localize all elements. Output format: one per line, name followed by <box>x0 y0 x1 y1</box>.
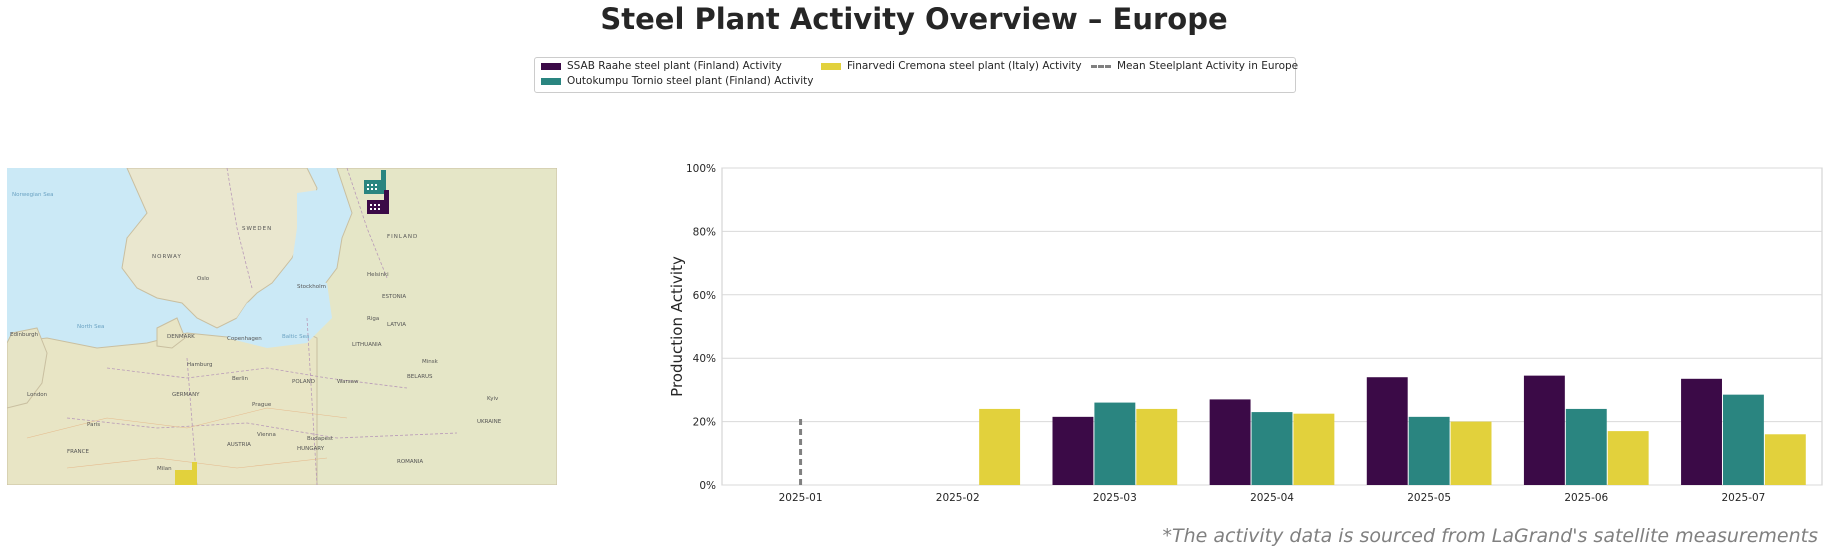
road-1 <box>26 407 348 439</box>
x-tick-label: 2025-04 <box>1250 492 1294 504</box>
map-label-hungary: HUNGARY <box>297 446 325 452</box>
y-tick-label: 80% <box>693 226 716 238</box>
chart-legend: SSAB Raahe steel plant (Finland) Activit… <box>534 57 1298 93</box>
legend-swatch-mean <box>1091 64 1111 68</box>
y-tick-label: 100% <box>686 163 716 175</box>
map-label-paris: Paris <box>87 422 100 428</box>
border-central <box>106 367 408 389</box>
grid-layer <box>721 167 1823 486</box>
legend-item-mean: Mean Steelplant Activity in Europe <box>1091 60 1298 72</box>
border-east <box>306 317 318 485</box>
baltic-sea <box>227 278 332 348</box>
gulf-of-bothnia <box>292 188 342 278</box>
map-label-estonia: ESTONIA <box>382 294 406 300</box>
map-label-warsaw: Warsaw <box>337 379 359 385</box>
y-axis-label: Production Activity <box>668 256 686 397</box>
legend-label-ssab: SSAB Raahe steel plant (Finland) Activit… <box>567 60 782 72</box>
legend-item-ssab: SSAB Raahe steel plant (Finland) Activit… <box>541 60 782 72</box>
bar-outokumpu-2025-04 <box>1251 412 1293 485</box>
page-title: Steel Plant Activity Overview – Europe <box>600 2 1228 36</box>
bar-finarvedi-2025-07 <box>1764 434 1806 485</box>
europe-map: Norwegian Sea SWEDEN FINLAND NORWAY Nort… <box>7 168 557 485</box>
bar-outokumpu-2025-06 <box>1565 408 1607 485</box>
legend-swatch-finarvedi <box>821 62 841 70</box>
y-tick-label: 60% <box>693 290 716 302</box>
bar-finarvedi-2025-06 <box>1607 431 1649 485</box>
map-label-stockholm: Stockholm <box>297 284 326 290</box>
map-label-baltic-sea: Baltic Sea <box>282 334 309 340</box>
map-label-london: London <box>27 392 48 398</box>
map-label-riga: Riga <box>367 316 379 322</box>
y-tick-label: 0% <box>699 480 716 492</box>
bar-ssab-2025-07 <box>1681 378 1722 485</box>
map-label-france: FRANCE <box>67 449 89 455</box>
x-tick-label: 2025-07 <box>1721 492 1765 504</box>
map-label-copenhagen: Copenhagen <box>227 336 262 342</box>
bar-outokumpu-2025-05 <box>1408 416 1450 485</box>
factory-icon-raahe <box>367 190 389 214</box>
bar-finarvedi-2025-03 <box>1136 408 1178 485</box>
map-label-finland: FINLAND <box>387 234 418 240</box>
x-tick-label: 2025-03 <box>1093 492 1137 504</box>
legend-item-finarvedi: Finarvedi Cremona steel plant (Italy) Ac… <box>821 60 1082 72</box>
y-tick-label: 40% <box>693 353 716 365</box>
source-note: *The activity data is sourced from LaGra… <box>1162 525 1818 547</box>
bar-finarvedi-2025-04 <box>1293 413 1335 485</box>
map-label-hamburg: Hamburg <box>187 362 213 368</box>
bar-ssab-2025-03 <box>1052 416 1094 485</box>
map-label-austria: AUSTRIA <box>227 442 251 448</box>
legend-item-outokumpu: Outokumpu Tornio steel plant (Finland) A… <box>541 75 813 87</box>
bar-ssab-2025-06 <box>1523 375 1565 485</box>
bar-ssab-2025-04 <box>1209 399 1251 485</box>
map-label-poland: POLAND <box>292 379 315 385</box>
bar-ssab-2025-05 <box>1366 377 1408 485</box>
legend-label-outokumpu: Outokumpu Tornio steel plant (Finland) A… <box>567 75 814 87</box>
x-tick-label: 2025-06 <box>1564 492 1608 504</box>
map-label-minsk: Minsk <box>422 359 439 365</box>
map-label-norway: NORWAY <box>152 254 182 260</box>
legend-label-finarvedi: Finarvedi Cremona steel plant (Italy) Ac… <box>847 60 1082 72</box>
border-sweden-norway <box>226 168 253 289</box>
map-label-helsinki: Helsinki <box>367 272 389 278</box>
map-label-kyiv: Kyiv <box>487 396 499 402</box>
map-label-budapest: Budapest <box>307 436 334 442</box>
map-label-belarus: BELARUS <box>407 374 433 380</box>
legend-swatch-outokumpu <box>541 77 561 85</box>
map-label-lithuania: LITHUANIA <box>352 342 382 348</box>
map-label-denmark: DENMARK <box>167 334 195 340</box>
map-label-germany: GERMANY <box>172 392 200 398</box>
factory-icon-tornio <box>364 170 386 194</box>
bar-outokumpu-2025-07 <box>1722 394 1764 485</box>
bar-outokumpu-2025-03 <box>1094 402 1136 485</box>
map-label-milan: Milan <box>157 466 172 472</box>
factory-icon-cremona <box>175 462 197 485</box>
map-label-romania: ROMANIA <box>397 459 423 465</box>
x-tick-label: 2025-02 <box>936 492 980 504</box>
legend-label-mean: Mean Steelplant Activity in Europe <box>1117 60 1299 72</box>
map-label-edinburgh: Edinburgh <box>10 332 39 338</box>
map-label-oslo: Oslo <box>197 276 210 282</box>
map-label-prague: Prague <box>252 402 272 408</box>
y-tick-label: 20% <box>693 417 716 429</box>
border-south <box>66 417 458 439</box>
bar-chart: 0% 20% 40% 60% 80% 100% 2025-01 2025-02 2025-03 2… <box>668 163 1823 504</box>
map-label-latvia: LATVIA <box>387 322 406 328</box>
map-label-vienna: Vienna <box>257 432 276 438</box>
land-uk <box>7 327 48 409</box>
bar-finarvedi-2025-05 <box>1450 421 1492 485</box>
x-tick-label: 2025-05 <box>1407 492 1451 504</box>
x-tick-label: 2025-01 <box>779 492 823 504</box>
border-finland-russia <box>346 168 388 279</box>
bar-finarvedi-2025-02 <box>979 408 1021 485</box>
bar-layer <box>799 375 1806 485</box>
map-label-north-sea: North Sea <box>77 324 104 330</box>
axis-layer: 0% 20% 40% 60% 80% 100% 2025-01 2025-02 2025-03 2… <box>686 163 1765 504</box>
map-label-ukraine: UKRAINE <box>477 419 502 425</box>
map-label-sweden: SWEDEN <box>242 226 272 232</box>
map-label-berlin: Berlin <box>232 376 248 382</box>
map-label-norwegian-sea: Norwegian Sea <box>12 192 54 198</box>
land-denmark <box>156 317 186 349</box>
legend-swatch-ssab <box>541 62 561 70</box>
map-svg: Norwegian Sea SWEDEN FINLAND NORWAY Nort… <box>7 168 557 485</box>
